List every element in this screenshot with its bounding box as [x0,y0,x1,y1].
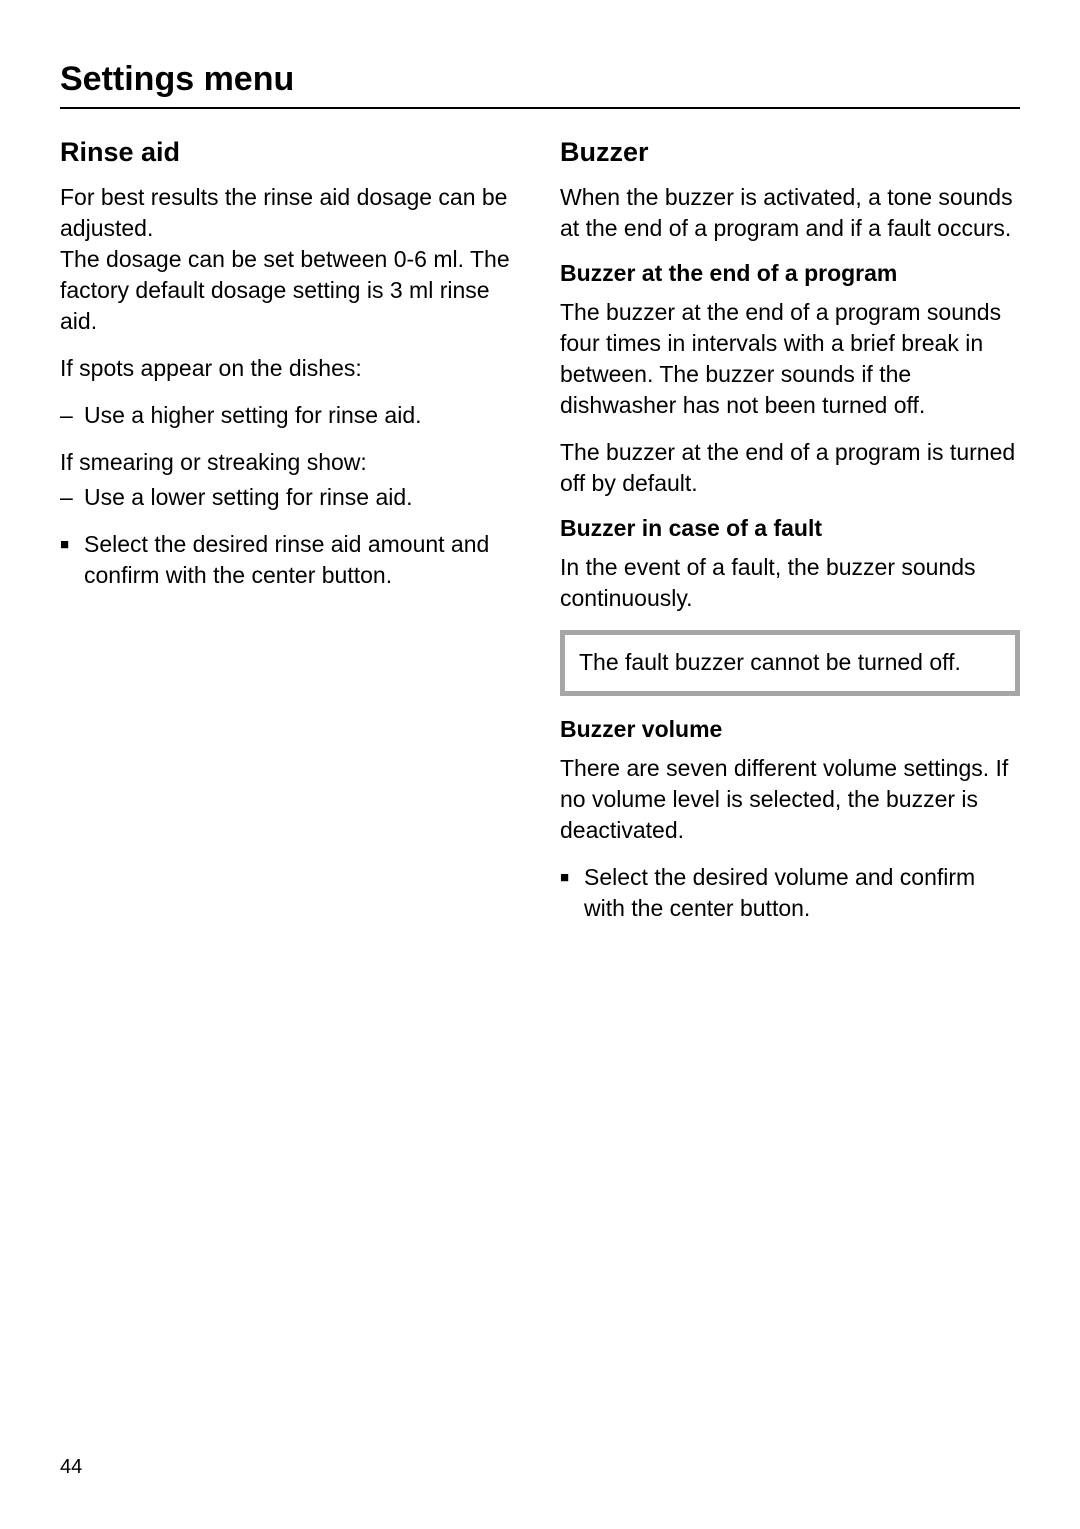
square-item-volume-confirm-text: Select the desired volume and confirm wi… [584,862,1020,924]
dash-item-lower: – Use a lower setting for rinse aid. [60,482,520,513]
dash-item-lower-text: Use a lower setting for rinse aid. [84,482,413,513]
square-item-rinse-confirm: ■ Select the desired rinse aid amount an… [60,529,520,591]
square-item-rinse-confirm-text: Select the desired rinse aid amount and … [84,529,520,591]
spots-text: If spots appear on the dishes: [60,353,520,384]
right-column: Buzzer When the buzzer is activated, a t… [560,137,1020,940]
buzzer-fault-heading: Buzzer in case of a fault [560,515,1020,542]
smearing-text: If smearing or streaking show: [60,447,520,478]
buzzer-fault-para: In the event of a fault, the buzzer soun… [560,552,1020,614]
rinse-aid-intro: For best results the rinse aid dosage ca… [60,182,520,337]
buzzer-end-heading: Buzzer at the end of a program [560,260,1020,287]
page-title: Settings menu [60,60,1020,99]
page-header: Settings menu [60,60,1020,109]
rinse-aid-heading: Rinse aid [60,137,520,168]
dash-icon: – [60,482,84,513]
buzzer-volume-para: There are seven different volume setting… [560,753,1020,846]
left-column: Rinse aid For best results the rinse aid… [60,137,520,940]
buzzer-heading: Buzzer [560,137,1020,168]
buzzer-end-para2: The buzzer at the end of a program is tu… [560,437,1020,499]
buzzer-intro: When the buzzer is activated, a tone sou… [560,182,1020,244]
dash-item-higher-text: Use a higher setting for rinse aid. [84,400,422,431]
page-number: 44 [60,1456,82,1479]
content-columns: Rinse aid For best results the rinse aid… [60,137,1020,940]
dash-icon: – [60,400,84,431]
square-icon: ■ [560,862,584,924]
fault-note-box: The fault buzzer cannot be turned off. [560,630,1020,695]
buzzer-volume-heading: Buzzer volume [560,716,1020,743]
fault-note-text: The fault buzzer cannot be turned off. [579,649,961,675]
buzzer-end-para1: The buzzer at the end of a program sound… [560,297,1020,421]
rinse-aid-intro-line1: For best results the rinse aid dosage ca… [60,184,507,241]
square-icon: ■ [60,529,84,591]
dash-item-higher: – Use a higher setting for rinse aid. [60,400,520,431]
square-item-volume-confirm: ■ Select the desired volume and confirm … [560,862,1020,924]
rinse-aid-intro-line2: The dosage can be set between 0-6 ml. Th… [60,246,510,334]
